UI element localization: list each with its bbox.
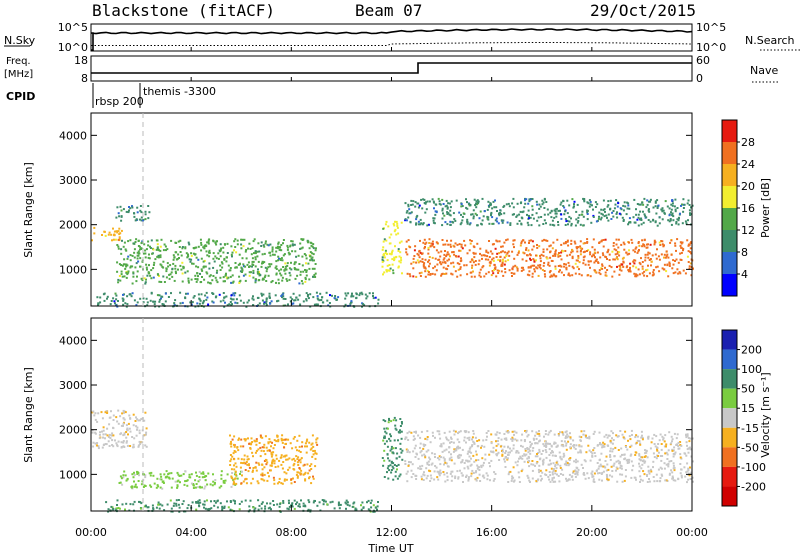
power-colorbar: 4 8 12 16 20 24 28 (721, 119, 755, 297)
velocity-band-5 (404, 429, 694, 484)
nsky-tick-bottom: 10^0 (58, 41, 88, 54)
xtick-label-0: 00:00 (75, 526, 107, 539)
power-cbar-seg-3 (722, 208, 737, 230)
velocity-ytick-label-1: 2000 (59, 424, 87, 437)
nsky-tick-top: 10^5 (58, 21, 88, 34)
velocity-cbar-label-0: 200 (741, 344, 762, 357)
velocity-ylabel: Slant Range [km] (22, 367, 35, 463)
power-cbar-seg-6 (722, 142, 737, 164)
velocity-band-2 (229, 434, 319, 485)
beam-title: Beam 07 (355, 1, 422, 20)
time-xlabel: Time UT (367, 542, 413, 554)
velocity-cbar-seg-0 (722, 330, 737, 350)
velocity-ytick-label-0: 1000 (59, 468, 87, 481)
power-scale-label: Power [dB] (759, 178, 772, 238)
power-cbar-label-2: 12 (741, 224, 755, 237)
velocity-cbar-seg-6 (722, 447, 737, 467)
velocity-cbar-label-1: 100 (741, 363, 762, 376)
velocity-cbar-seg-8 (722, 486, 737, 506)
velocity-y-axis: 1000 2000 3000 4000 (59, 334, 692, 481)
velocity-scale-label: Velocity [m s⁻¹] (759, 372, 772, 457)
freq-label-2: [MHz] (4, 69, 33, 80)
velocity-cbar-label-6: -100 (741, 461, 766, 474)
nave-tick-bottom: 0 (696, 72, 703, 85)
nave-label: Nave (750, 64, 778, 77)
freq-tick-top: 18 (74, 54, 88, 67)
power-cbar-seg-2 (722, 230, 737, 252)
power-cbar-label-1: 8 (741, 246, 748, 259)
nsearch-series (91, 42, 693, 46)
date-title: 29/Oct/2015 (590, 1, 696, 20)
nsky-label: N.Sky (4, 34, 36, 47)
power-ytick-label-1: 2000 (59, 219, 87, 232)
power-ylabel: Slant Range [km] (22, 162, 35, 258)
power-cbar-seg-5 (722, 164, 737, 186)
velocity-cbar-seg-2 (722, 369, 737, 389)
power-cbar-seg-1 (722, 252, 737, 274)
power-band-1 (115, 205, 151, 222)
power-cbar-label-4: 20 (741, 180, 755, 193)
velocity-cbar-label-4: -15 (741, 422, 759, 435)
nsky-panel-frame (90, 23, 693, 52)
power-y-axis: 1000 2000 3000 4000 (59, 129, 692, 276)
freq-tick-bottom: 8 (81, 72, 88, 85)
xtick-label-6: 00:00 (676, 526, 708, 539)
velocity-cbar-seg-1 (722, 349, 737, 370)
nsearch-tick-bottom: 10^0 (696, 41, 726, 54)
power-ytick-label-3: 4000 (59, 129, 87, 142)
velocity-panel-frame (90, 317, 693, 512)
velocity-cbar-frame (721, 329, 738, 507)
cpid-label: CPID (6, 90, 35, 103)
power-cbar-label-0: 4 (741, 268, 748, 281)
power-band-3 (96, 291, 380, 308)
velocity-band-1 (118, 470, 243, 490)
velocity-cbar-seg-5 (722, 427, 737, 448)
velocity-heatmap (91, 409, 694, 513)
freq-series (91, 62, 692, 74)
power-cbar-label-5: 24 (741, 158, 755, 171)
power-cbar-seg-4 (722, 186, 737, 208)
velocity-band-4 (381, 416, 404, 481)
velocity-cbar-seg-7 (722, 466, 737, 487)
nave-tick-top: 60 (696, 54, 710, 67)
velocity-cbar-seg-4 (722, 408, 737, 428)
power-cbar-seg-0 (722, 274, 737, 296)
power-band-4 (381, 220, 403, 276)
power-cbar-label-3: 16 (741, 202, 755, 215)
xtick-label-5: 20:00 (576, 526, 608, 539)
power-band-6 (404, 197, 694, 227)
power-heatmap (91, 197, 694, 308)
velocity-band-0 (91, 409, 148, 450)
xtick-label-1: 04:00 (175, 526, 207, 539)
velocity-cbar-label-7: -200 (741, 480, 766, 493)
velocity-cbar-label-5: -50 (741, 441, 759, 454)
power-band-0 (91, 226, 123, 242)
freq-label-1: Freq. (6, 56, 31, 67)
power-ytick-label-0: 1000 (59, 263, 87, 276)
time-x-axis: 00:00 04:00 08:00 12:00 16:00 20:00 00:00 (75, 47, 708, 539)
power-cbar-seg-7 (722, 120, 737, 142)
velocity-ytick-label-2: 3000 (59, 379, 87, 392)
velocity-colorbar: 200 100 50 15 -15 -50 -100 -200 (721, 329, 766, 507)
xtick-label-3: 12:00 (376, 526, 408, 539)
cpid-entry-rbsp: rbsp 200 (95, 95, 144, 108)
nsearch-tick-top: 10^5 (696, 21, 726, 34)
power-cbar-label-6: 28 (741, 136, 755, 149)
xtick-label-2: 08:00 (275, 526, 307, 539)
power-band-2 (116, 238, 317, 285)
velocity-ytick-label-3: 4000 (59, 334, 87, 347)
power-ytick-label-2: 3000 (59, 174, 87, 187)
velocity-cbar-seg-3 (722, 388, 737, 409)
nsky-series (90, 28, 693, 51)
nsearch-label: N.Search (745, 34, 795, 47)
velocity-cbar-label-2: 50 (741, 383, 755, 396)
power-band-5 (405, 238, 694, 278)
cpid-entry-themis: themis -3300 (143, 85, 216, 98)
xtick-label-4: 16:00 (476, 526, 508, 539)
velocity-cbar-label-3: 15 (741, 402, 755, 415)
station-title: Blackstone (fitACF) (92, 1, 275, 20)
